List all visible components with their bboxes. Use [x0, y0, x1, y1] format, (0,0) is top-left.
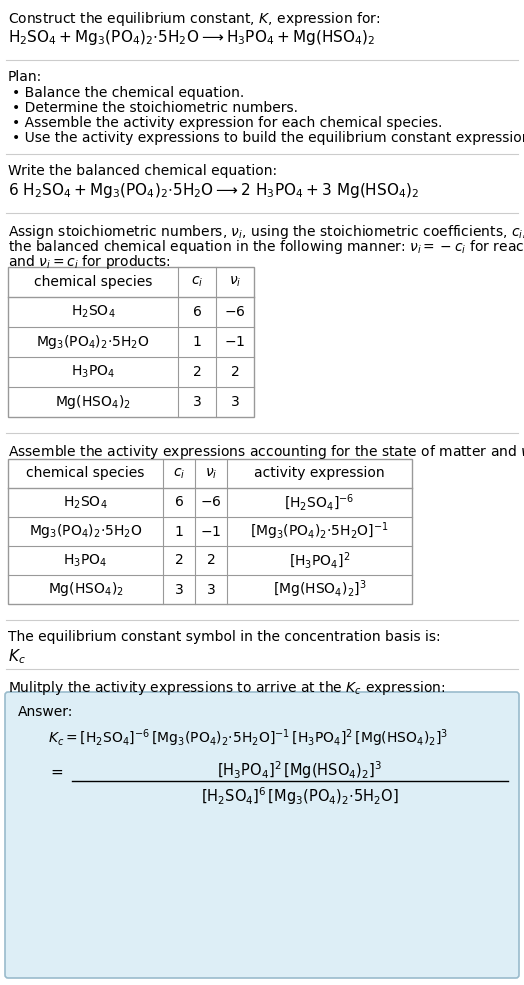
Text: $\mathrm{H_2SO_4}$: $\mathrm{H_2SO_4}$ [63, 494, 108, 510]
Text: $\mathrm{6\ H_2SO_4 + Mg_3(PO_4)_2{\cdot}5H_2O \longrightarrow 2\ H_3PO_4 + 3\ M: $\mathrm{6\ H_2SO_4 + Mg_3(PO_4)_2{\cdot… [8, 181, 419, 200]
Text: • Balance the chemical equation.: • Balance the chemical equation. [12, 86, 244, 100]
Text: Write the balanced chemical equation:: Write the balanced chemical equation: [8, 164, 277, 178]
Text: $\mathrm{Mg_3(PO_4)_2{\cdot}5H_2O}$: $\mathrm{Mg_3(PO_4)_2{\cdot}5H_2O}$ [36, 333, 150, 351]
Text: the balanced chemical equation in the following manner: $\nu_i = -c_i$ for react: the balanced chemical equation in the fo… [8, 238, 524, 256]
Text: $-1$: $-1$ [200, 524, 222, 539]
Text: 6: 6 [174, 495, 183, 509]
Text: $[\mathrm{H_3PO_4}]^2\,[\mathrm{Mg(HSO_4)_2}]^3$: $[\mathrm{H_3PO_4}]^2\,[\mathrm{Mg(HSO_4… [217, 759, 383, 781]
Text: Assign stoichiometric numbers, $\nu_i$, using the stoichiometric coefficients, $: Assign stoichiometric numbers, $\nu_i$, … [8, 223, 524, 241]
Text: and $\nu_i = c_i$ for products:: and $\nu_i = c_i$ for products: [8, 253, 171, 271]
Text: chemical species: chemical species [26, 467, 145, 481]
Text: Mulitply the activity expressions to arrive at the $K_c$ expression:: Mulitply the activity expressions to arr… [8, 679, 445, 697]
Text: • Assemble the activity expression for each chemical species.: • Assemble the activity expression for e… [12, 116, 442, 130]
Text: $\nu_i$: $\nu_i$ [229, 275, 241, 290]
Text: $[\mathrm{Mg(HSO_4)_2}]^3$: $[\mathrm{Mg(HSO_4)_2}]^3$ [272, 579, 366, 600]
Text: 3: 3 [193, 395, 201, 409]
Text: 3: 3 [174, 582, 183, 597]
Text: $\mathrm{Mg(HSO_4)_2}$: $\mathrm{Mg(HSO_4)_2}$ [48, 580, 124, 599]
Bar [8, 459, 412, 604]
Text: $K_c$: $K_c$ [8, 647, 26, 666]
Text: $[\mathrm{H_2SO_4}]^6\,[\mathrm{Mg_3(PO_4)_2{\cdot}5H_2O}]$: $[\mathrm{H_2SO_4}]^6\,[\mathrm{Mg_3(PO_… [201, 785, 399, 807]
Text: 3: 3 [231, 395, 239, 409]
Text: $-6$: $-6$ [200, 495, 222, 509]
Text: Answer:: Answer: [18, 705, 73, 719]
Text: $\mathrm{H_2SO_4}$: $\mathrm{H_2SO_4}$ [71, 303, 115, 320]
Text: 2: 2 [231, 365, 239, 379]
Text: $\mathrm{H_2SO_4 + Mg_3(PO_4)_2{\cdot}5H_2O \longrightarrow H_3PO_4 + Mg(HSO_4)_: $\mathrm{H_2SO_4 + Mg_3(PO_4)_2{\cdot}5H… [8, 28, 375, 47]
Text: $\mathrm{Mg_3(PO_4)_2{\cdot}5H_2O}$: $\mathrm{Mg_3(PO_4)_2{\cdot}5H_2O}$ [29, 522, 143, 541]
Text: • Use the activity expressions to build the equilibrium constant expression.: • Use the activity expressions to build … [12, 131, 524, 145]
Text: 2: 2 [193, 365, 201, 379]
Text: $c_i$: $c_i$ [173, 466, 185, 481]
Text: $\mathrm{Mg(HSO_4)_2}$: $\mathrm{Mg(HSO_4)_2}$ [55, 393, 131, 411]
Text: The equilibrium constant symbol in the concentration basis is:: The equilibrium constant symbol in the c… [8, 630, 441, 644]
Text: $\mathrm{H_3PO_4}$: $\mathrm{H_3PO_4}$ [63, 553, 107, 568]
Text: 1: 1 [192, 335, 201, 349]
Text: Construct the equilibrium constant, $K$, expression for:: Construct the equilibrium constant, $K$,… [8, 10, 380, 28]
Text: 3: 3 [206, 582, 215, 597]
Text: activity expression: activity expression [254, 467, 385, 481]
Text: 6: 6 [192, 305, 201, 319]
Text: • Determine the stoichiometric numbers.: • Determine the stoichiometric numbers. [12, 101, 298, 115]
Text: $\nu_i$: $\nu_i$ [205, 466, 217, 481]
Text: $[\mathrm{Mg_3(PO_4)_2{\cdot}5H_2O}]^{-1}$: $[\mathrm{Mg_3(PO_4)_2{\cdot}5H_2O}]^{-1… [250, 521, 389, 543]
Text: $[\mathrm{H_2SO_4}]^{-6}$: $[\mathrm{H_2SO_4}]^{-6}$ [285, 492, 355, 513]
Text: $[\mathrm{H_3PO_4}]^2$: $[\mathrm{H_3PO_4}]^2$ [289, 551, 350, 570]
Text: Assemble the activity expressions accounting for the state of matter and $\nu_i$: Assemble the activity expressions accoun… [8, 443, 524, 461]
Text: 1: 1 [174, 524, 183, 539]
Text: $=$: $=$ [48, 763, 64, 778]
Text: $-1$: $-1$ [224, 335, 246, 349]
Text: $K_c = [\mathrm{H_2SO_4}]^{-6}\,[\mathrm{Mg_3(PO_4)_2{\cdot}5H_2O}]^{-1}\,[\math: $K_c = [\mathrm{H_2SO_4}]^{-6}\,[\mathrm… [48, 727, 448, 749]
Text: 2: 2 [206, 554, 215, 567]
Text: 2: 2 [174, 554, 183, 567]
Text: chemical species: chemical species [34, 275, 152, 289]
Text: $c_i$: $c_i$ [191, 275, 203, 290]
Bar [8, 267, 254, 417]
Text: $-6$: $-6$ [224, 305, 246, 319]
Text: $\mathrm{H_3PO_4}$: $\mathrm{H_3PO_4}$ [71, 363, 115, 380]
FancyBboxPatch shape [5, 692, 519, 978]
Text: Plan:: Plan: [8, 70, 42, 84]
